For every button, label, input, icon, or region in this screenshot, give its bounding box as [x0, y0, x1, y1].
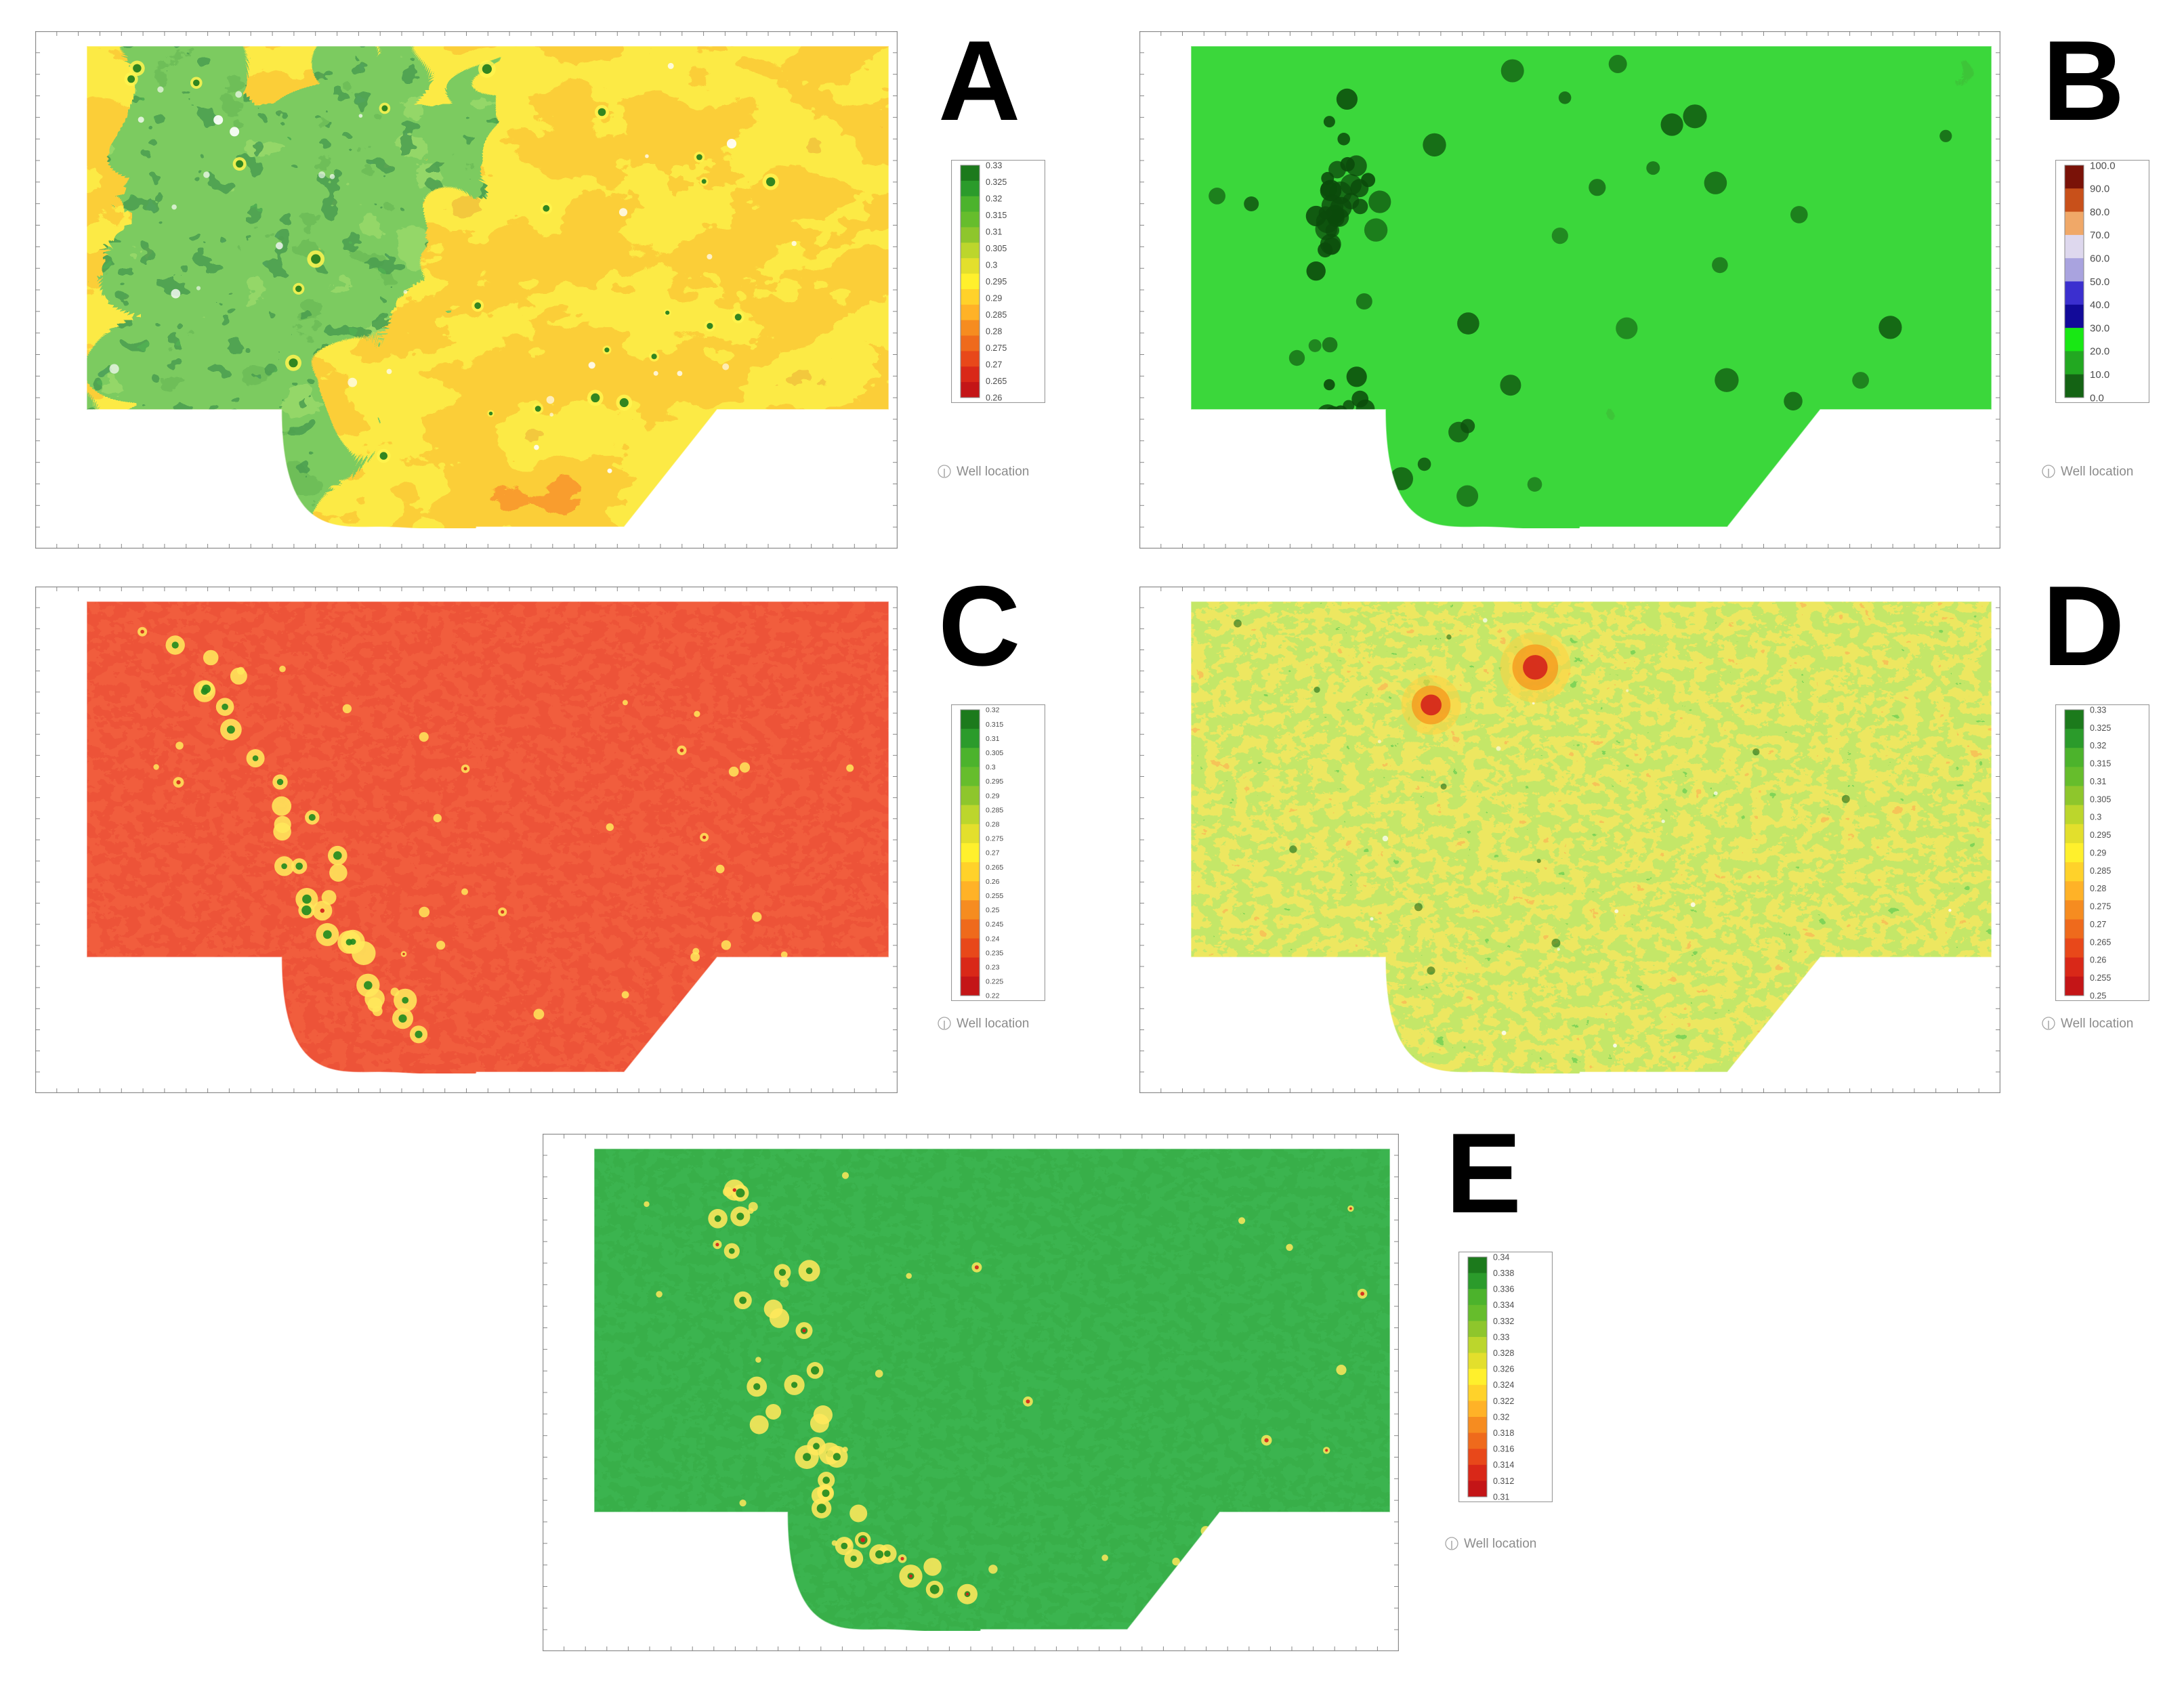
- svg-text:0.265: 0.265: [986, 864, 1003, 872]
- svg-text:40.0: 40.0: [2090, 299, 2109, 311]
- svg-text:0.31: 0.31: [2090, 777, 2106, 786]
- svg-text:0.33: 0.33: [2090, 705, 2106, 715]
- svg-text:0.316: 0.316: [1493, 1445, 1514, 1454]
- svg-text:0.33: 0.33: [1493, 1332, 1509, 1342]
- svg-text:0.275: 0.275: [986, 343, 1007, 353]
- svg-text:0.3: 0.3: [2090, 813, 2101, 822]
- svg-text:80.0: 80.0: [2090, 207, 2109, 218]
- svg-text:0.29: 0.29: [2090, 848, 2106, 857]
- svg-text:0.285: 0.285: [2090, 866, 2111, 876]
- svg-text:0.31: 0.31: [986, 735, 1000, 743]
- svg-text:0.285: 0.285: [986, 806, 1003, 814]
- svg-text:0.275: 0.275: [2090, 902, 2111, 912]
- svg-text:90.0: 90.0: [2090, 184, 2109, 195]
- svg-text:0.338: 0.338: [1493, 1269, 1514, 1278]
- svg-text:0.315: 0.315: [2090, 759, 2111, 769]
- svg-text:0.245: 0.245: [986, 920, 1003, 929]
- svg-text:0.28: 0.28: [986, 820, 1000, 828]
- svg-text:0.31: 0.31: [1493, 1492, 1509, 1502]
- svg-text:0.265: 0.265: [2090, 937, 2111, 947]
- svg-text:0.25: 0.25: [986, 906, 1000, 914]
- svg-text:0.305: 0.305: [2090, 794, 2111, 804]
- svg-text:0.325: 0.325: [2090, 723, 2111, 733]
- svg-text:50.0: 50.0: [2090, 276, 2109, 288]
- svg-text:100.0: 100.0: [2090, 160, 2116, 171]
- svg-text:0.326: 0.326: [1493, 1365, 1514, 1374]
- svg-text:0.28: 0.28: [2090, 884, 2106, 893]
- svg-text:0.318: 0.318: [1493, 1428, 1514, 1438]
- svg-text:60.0: 60.0: [2090, 253, 2109, 264]
- svg-text:0.26: 0.26: [2090, 956, 2106, 965]
- svg-text:0.27: 0.27: [2090, 920, 2106, 929]
- svg-text:0.235: 0.235: [986, 949, 1003, 957]
- svg-text:0.315: 0.315: [986, 721, 1003, 729]
- svg-text:0.332: 0.332: [1493, 1317, 1514, 1326]
- svg-text:0.29: 0.29: [986, 293, 1002, 303]
- svg-text:0.324: 0.324: [1493, 1380, 1514, 1390]
- svg-text:0.28: 0.28: [986, 326, 1002, 336]
- svg-text:0.25: 0.25: [2090, 991, 2106, 1000]
- svg-text:0.295: 0.295: [2090, 830, 2111, 840]
- svg-text:0.325: 0.325: [986, 177, 1007, 187]
- svg-text:30.0: 30.0: [2090, 322, 2109, 334]
- svg-text:0.3: 0.3: [986, 260, 997, 270]
- svg-text:0.305: 0.305: [986, 749, 1003, 757]
- svg-text:0.322: 0.322: [1493, 1397, 1514, 1406]
- svg-text:0.23: 0.23: [986, 963, 1000, 971]
- svg-text:0.27: 0.27: [986, 360, 1002, 369]
- svg-text:0.255: 0.255: [986, 892, 1003, 900]
- svg-text:0.255: 0.255: [2090, 973, 2111, 983]
- svg-text:0.334: 0.334: [1493, 1300, 1514, 1310]
- svg-text:0.24: 0.24: [986, 935, 1000, 943]
- svg-text:0.225: 0.225: [986, 978, 1003, 986]
- svg-text:0.32: 0.32: [1493, 1412, 1509, 1422]
- svg-text:0.29: 0.29: [986, 792, 1000, 800]
- svg-text:0.295: 0.295: [986, 277, 1007, 286]
- svg-text:20.0: 20.0: [2090, 346, 2109, 358]
- svg-text:0.0: 0.0: [2090, 392, 2104, 403]
- svg-text:0.26: 0.26: [986, 393, 1002, 402]
- svg-text:0.33: 0.33: [986, 161, 1002, 170]
- svg-text:10.0: 10.0: [2090, 369, 2109, 381]
- svg-text:0.32: 0.32: [986, 194, 1002, 203]
- svg-text:0.32: 0.32: [986, 706, 1000, 715]
- svg-text:0.295: 0.295: [986, 778, 1003, 786]
- svg-text:0.265: 0.265: [986, 377, 1007, 386]
- svg-text:0.312: 0.312: [1493, 1476, 1514, 1486]
- svg-text:0.336: 0.336: [1493, 1285, 1514, 1294]
- svg-text:0.31: 0.31: [986, 227, 1002, 236]
- svg-text:70.0: 70.0: [2090, 230, 2109, 241]
- svg-text:0.3: 0.3: [986, 763, 996, 771]
- svg-text:0.285: 0.285: [986, 310, 1007, 320]
- svg-text:0.27: 0.27: [986, 849, 1000, 857]
- svg-text:0.22: 0.22: [986, 992, 1000, 1000]
- svg-text:0.314: 0.314: [1493, 1460, 1514, 1470]
- svg-text:0.275: 0.275: [986, 835, 1003, 843]
- svg-text:0.315: 0.315: [986, 211, 1007, 220]
- svg-text:0.34: 0.34: [1493, 1252, 1509, 1262]
- svg-text:0.32: 0.32: [2090, 741, 2106, 750]
- svg-text:0.328: 0.328: [1493, 1348, 1514, 1358]
- svg-text:0.305: 0.305: [986, 244, 1007, 253]
- svg-text:0.26: 0.26: [986, 878, 1000, 886]
